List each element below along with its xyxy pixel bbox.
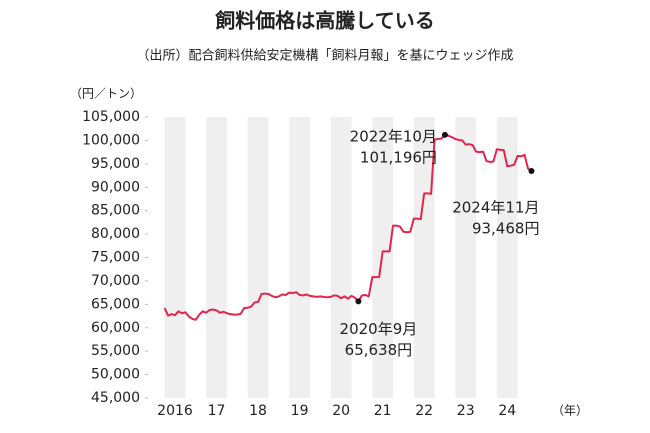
y-tick-label: 105,000	[82, 109, 140, 125]
y-tick-label: 80,000	[91, 226, 140, 242]
x-tick-label: 19	[291, 403, 309, 419]
y-unit: （円／トン）	[70, 87, 142, 101]
value-label: 93,468円	[472, 220, 540, 238]
chart-subtitle: （出所）配合飼料供給安定機構「飼料月報」を基にウェッジ作成	[136, 49, 513, 64]
year-band	[413, 117, 435, 398]
data-point	[528, 168, 535, 175]
x-tick-label: 24	[498, 403, 516, 419]
annotation-date: 2024年11月	[452, 199, 539, 217]
value-label: 101,196円	[360, 148, 437, 166]
y-tick-label: 85,000	[91, 203, 140, 219]
value-label: 65,638円	[345, 341, 413, 359]
x-tick-label: 22	[415, 403, 433, 419]
y-tick-label: 45,000	[91, 390, 140, 406]
y-tick-label: 60,000	[91, 320, 140, 336]
year-band	[330, 117, 352, 398]
x-tick-label: 18	[249, 403, 267, 419]
data-point	[355, 298, 362, 305]
annotation-date: 2022年10月	[350, 127, 437, 145]
year-band	[289, 117, 310, 398]
y-tick-label: 100,000	[82, 132, 140, 148]
y-tick-label: 70,000	[91, 273, 140, 289]
data-line	[163, 133, 533, 321]
x-tick-label: 23	[457, 403, 475, 419]
year-band	[206, 117, 227, 398]
x-tick-label: 21	[374, 403, 392, 419]
year-band	[164, 117, 186, 398]
x-tick-label: 20	[332, 403, 350, 419]
y-tick-label: 75,000	[91, 250, 140, 266]
x-unit: （年）	[552, 404, 588, 418]
y-tick-label: 90,000	[91, 179, 140, 195]
year-band	[247, 117, 269, 398]
y-tick-label: 95,000	[91, 156, 140, 172]
chart-title: 飼料価格は高騰している	[214, 9, 434, 33]
year-band	[496, 117, 518, 398]
x-tick-label: 17	[208, 403, 226, 419]
year-band	[455, 117, 477, 398]
y-tick-label: 55,000	[91, 343, 140, 359]
y-tick-label: 50,000	[91, 367, 140, 383]
data-point	[441, 131, 448, 138]
y-tick-label: 65,000	[91, 296, 140, 312]
annotation-date: 2020年9月	[340, 320, 418, 338]
x-tick-label: 2016	[157, 403, 193, 419]
